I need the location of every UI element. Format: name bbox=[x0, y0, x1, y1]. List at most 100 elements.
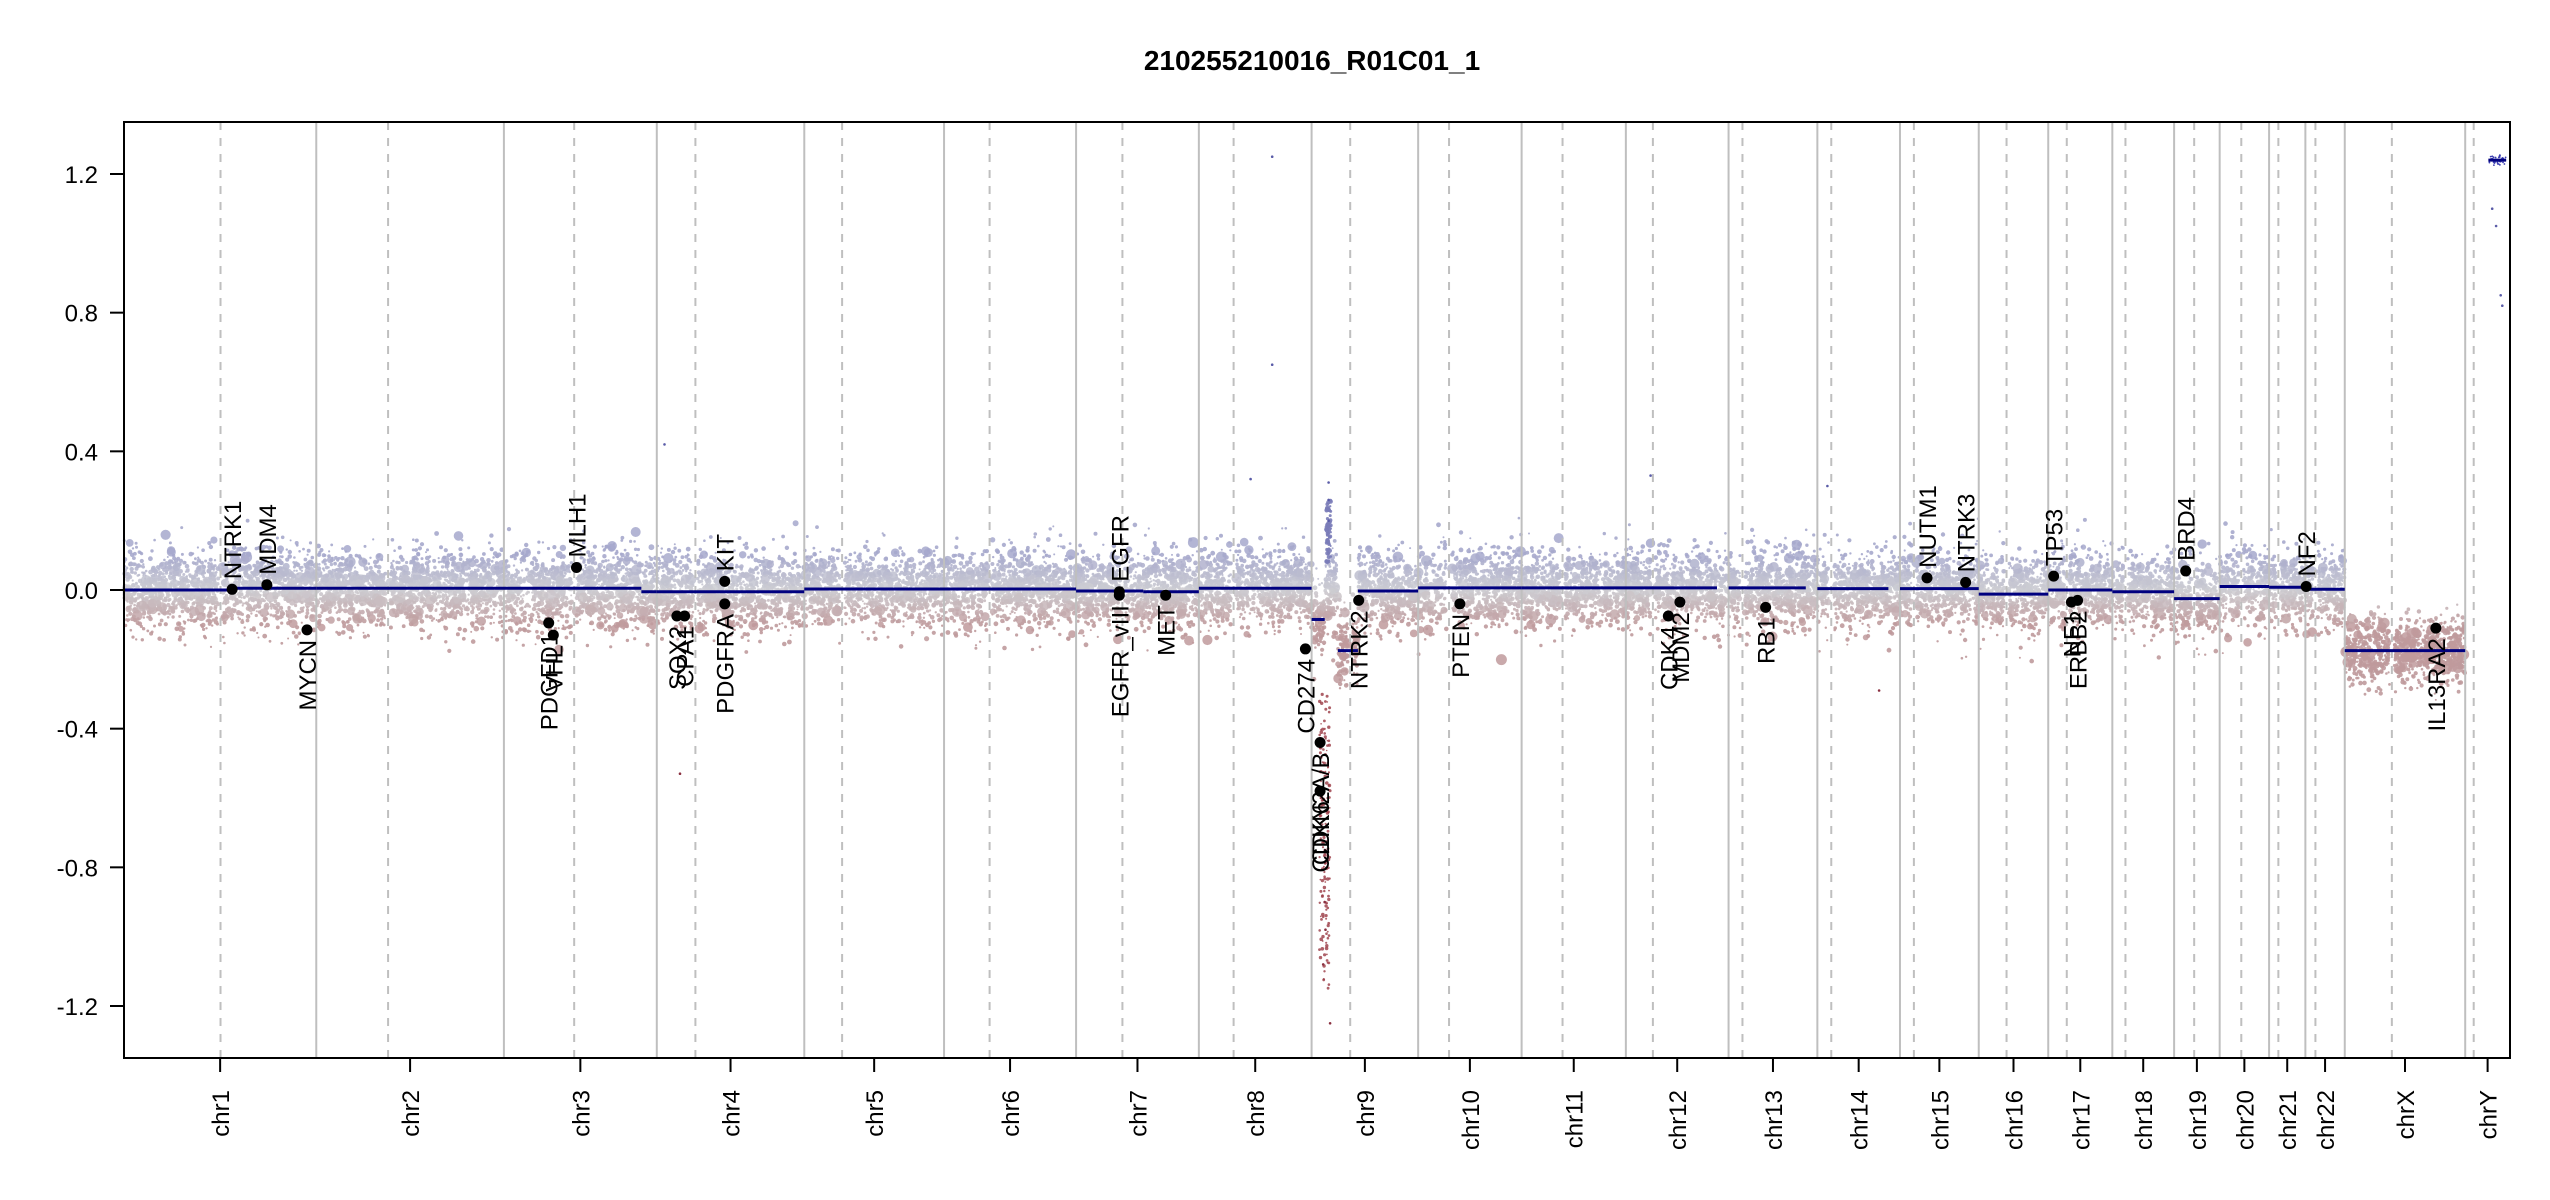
probe-point bbox=[414, 548, 418, 552]
probe-point bbox=[144, 569, 148, 573]
probe-point bbox=[705, 608, 709, 612]
probe-point bbox=[222, 635, 225, 639]
probe-point bbox=[733, 597, 739, 602]
probe-point bbox=[453, 531, 464, 541]
probe-point bbox=[406, 570, 411, 576]
probe-point bbox=[740, 635, 744, 639]
probe-point bbox=[630, 603, 634, 607]
probe-point bbox=[136, 617, 140, 621]
probe-point bbox=[332, 600, 336, 604]
probe-point bbox=[183, 620, 187, 624]
probe-point bbox=[365, 592, 370, 596]
probe-point bbox=[742, 632, 747, 637]
probe-point bbox=[263, 619, 267, 623]
probe-point bbox=[568, 605, 573, 610]
probe-point bbox=[331, 556, 334, 560]
probe-point bbox=[629, 539, 633, 544]
probe-point bbox=[294, 634, 299, 639]
probe-point bbox=[167, 565, 172, 570]
probe-point bbox=[183, 578, 188, 583]
probe-point bbox=[648, 604, 653, 609]
probe-point bbox=[173, 572, 177, 576]
probe-point bbox=[546, 546, 551, 551]
probe-point bbox=[520, 569, 524, 572]
probe-point bbox=[547, 569, 550, 573]
probe-point bbox=[593, 561, 598, 566]
probe-point bbox=[259, 594, 262, 597]
probe-point bbox=[490, 616, 493, 619]
probe-point bbox=[602, 554, 607, 559]
probe-point bbox=[301, 608, 304, 611]
probe-point bbox=[581, 594, 585, 598]
probe-point bbox=[526, 590, 530, 594]
probe-point bbox=[392, 570, 395, 574]
probe-point bbox=[243, 634, 246, 637]
probe-point bbox=[128, 561, 133, 567]
probe-point bbox=[482, 552, 486, 556]
probe-point bbox=[380, 617, 384, 621]
probe-point bbox=[611, 629, 615, 633]
probe-point bbox=[576, 574, 583, 581]
probe-point bbox=[685, 546, 691, 552]
probe-point bbox=[208, 606, 213, 611]
probe-point bbox=[401, 583, 405, 588]
probe-point bbox=[151, 575, 156, 580]
probe-point bbox=[129, 552, 135, 557]
probe-point bbox=[480, 591, 483, 594]
probe-point bbox=[384, 604, 387, 607]
probe-point bbox=[226, 614, 230, 619]
probe-point bbox=[132, 556, 136, 560]
probe-point bbox=[596, 621, 605, 630]
probe-point bbox=[672, 558, 677, 563]
probe-point bbox=[342, 567, 348, 572]
probe-point bbox=[500, 596, 503, 599]
probe-point bbox=[645, 642, 650, 647]
probe-point bbox=[623, 605, 626, 608]
probe-point bbox=[336, 600, 342, 605]
probe-point bbox=[240, 596, 243, 599]
probe-point bbox=[749, 553, 754, 558]
probe-point bbox=[649, 587, 652, 591]
probe-point bbox=[216, 576, 221, 581]
probe-point bbox=[278, 615, 283, 620]
probe-point bbox=[401, 574, 410, 584]
probe-point bbox=[606, 598, 609, 601]
probe-point bbox=[150, 630, 154, 634]
probe-point bbox=[442, 581, 446, 586]
probe-point bbox=[157, 636, 162, 641]
probe-point bbox=[455, 632, 460, 637]
probe-point bbox=[701, 577, 704, 580]
probe-point bbox=[144, 577, 147, 580]
probe-point bbox=[181, 591, 185, 596]
probe-point bbox=[552, 581, 555, 584]
probe-point bbox=[168, 605, 176, 613]
probe-point bbox=[379, 623, 383, 627]
probe-point bbox=[383, 617, 386, 620]
probe-point bbox=[133, 571, 137, 575]
probe-point bbox=[678, 571, 683, 576]
probe-point bbox=[461, 636, 466, 641]
probe-point bbox=[545, 589, 556, 600]
probe-point bbox=[461, 604, 466, 608]
probe-point bbox=[268, 639, 272, 643]
probe-point bbox=[469, 570, 474, 575]
probe-point bbox=[465, 579, 469, 583]
probe-point bbox=[707, 599, 711, 603]
probe-point bbox=[295, 569, 298, 572]
probe-point bbox=[395, 608, 401, 614]
probe-point bbox=[788, 564, 792, 567]
probe-point bbox=[625, 618, 628, 621]
probe-point bbox=[192, 618, 197, 623]
probe-point bbox=[629, 617, 633, 622]
probe-point bbox=[280, 535, 285, 540]
probe-point bbox=[367, 575, 371, 578]
probe-point bbox=[490, 559, 494, 563]
probe-point bbox=[371, 577, 374, 581]
probe-point bbox=[171, 562, 175, 565]
probe-point bbox=[289, 599, 296, 606]
probe-point bbox=[534, 562, 538, 565]
probe-point bbox=[517, 593, 520, 596]
probe-point bbox=[184, 563, 190, 569]
probe-point bbox=[318, 563, 321, 566]
probe-point bbox=[281, 611, 286, 616]
